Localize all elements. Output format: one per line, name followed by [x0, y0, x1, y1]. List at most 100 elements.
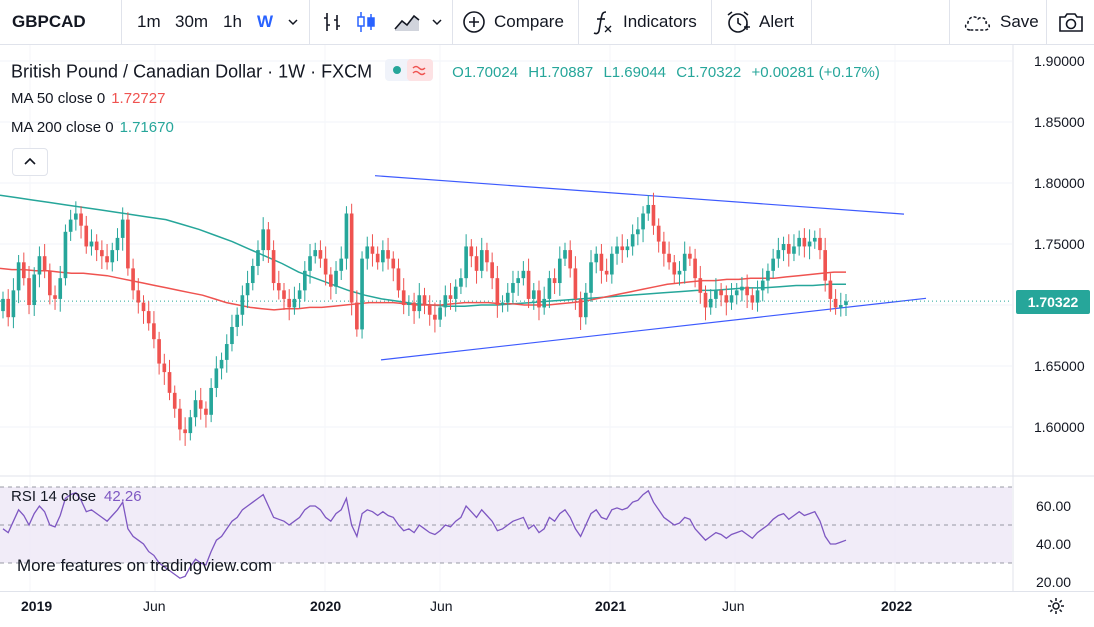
candle-body [1, 298, 5, 312]
settings-gear-icon[interactable] [1046, 596, 1066, 621]
candle-body [37, 256, 42, 275]
candles-chart-type-icon[interactable] [355, 0, 377, 44]
bar-chart-type-icon[interactable] [322, 0, 344, 44]
area-chart-type-icon[interactable] [393, 0, 421, 44]
interval-1m-button[interactable]: 1m [137, 12, 161, 31]
rsi-value: 42.26 [104, 488, 142, 505]
save-button[interactable]: Save [962, 0, 1039, 44]
alert-label: Alert [759, 12, 794, 31]
candle-body [355, 302, 359, 330]
candle-body [464, 246, 468, 279]
candle-body [261, 229, 266, 251]
tradingview-watermark[interactable]: More features on tradingview.com [17, 556, 273, 575]
candle-body [287, 298, 292, 308]
candle-body [511, 283, 515, 293]
alert-button[interactable]: Alert [725, 0, 794, 44]
symbol-title[interactable]: British Pound / Canadian Dollar · 1W · F… [11, 61, 373, 82]
candle-body [131, 268, 135, 291]
save-label: Save [1000, 12, 1039, 31]
candle-body [141, 302, 146, 312]
candle-body [292, 298, 297, 308]
candle-body [807, 241, 812, 247]
candle-body [318, 250, 323, 259]
candle-body [412, 302, 416, 312]
candle-body [16, 262, 21, 291]
candle-body [740, 286, 744, 291]
price-chart[interactable]: 1.900001.850001.800001.750001.700001.650… [0, 45, 1094, 591]
time-axis[interactable]: 2019 Jun 2020 Jun 2021 Jun 2022 [0, 591, 1094, 627]
candle-body [474, 256, 479, 271]
candle-body [360, 258, 364, 330]
ma50-label: MA 50 close 0 [11, 90, 106, 107]
candle-body [94, 241, 99, 251]
candle-body [422, 295, 427, 305]
symbol-search-button[interactable]: GBPCAD [12, 12, 86, 31]
toolbar-divider [711, 0, 712, 44]
symbol-legend: British Pound / Canadian Dollar · 1W · F… [11, 59, 880, 86]
candle-body [453, 286, 458, 299]
candle-body [308, 256, 312, 271]
time-label: 2021 [595, 598, 627, 614]
chevron-down-icon[interactable] [286, 0, 300, 44]
high-value: H1.70887 [528, 64, 594, 82]
price-axis[interactable]: 1.900001.850001.800001.750001.700001.650… [1012, 45, 1085, 591]
candle-body [329, 274, 333, 287]
candle-body [115, 237, 120, 251]
chevron-down-icon[interactable] [430, 0, 444, 44]
time-label: 2020 [310, 598, 342, 614]
interval-1h-button[interactable]: 1h [223, 12, 242, 31]
price-tick-label: 1.85000 [1034, 114, 1085, 130]
candle-body [833, 298, 838, 308]
ma50-legend[interactable]: MA 50 close 0 1.72727 [11, 90, 165, 107]
candle-body [53, 295, 57, 299]
candle-body [271, 250, 276, 284]
candle-body [719, 290, 723, 296]
candle-body [792, 246, 796, 254]
interval-w-button[interactable]: W [257, 12, 274, 31]
top-toolbar: GBPCAD 1m 30m 1h W Compare Indicators Al… [0, 0, 1094, 45]
snapshot-button[interactable] [1058, 0, 1084, 44]
candle-body [120, 219, 125, 238]
price-tick-label: 1.60000 [1034, 419, 1085, 435]
candle-body [724, 295, 729, 303]
rsi-label: RSI 14 close [11, 488, 97, 505]
price-tick-label: 1.80000 [1034, 175, 1085, 191]
candle-body [677, 270, 682, 275]
candle-body [443, 295, 448, 308]
candle-body [407, 302, 411, 305]
ma200-legend[interactable]: MA 200 close 0 1.71670 [11, 119, 174, 136]
candle-body [573, 268, 578, 299]
candle-body [349, 213, 354, 303]
interval-30m-button[interactable]: 30m [175, 12, 209, 31]
last-price-label: 1.70322 [1016, 290, 1090, 314]
compare-button[interactable]: Compare [462, 0, 564, 44]
ohlc-values: O1.70024 H1.70887 L1.69044 C1.70322 +0.0… [452, 64, 880, 81]
rsi-legend[interactable]: RSI 14 close 42.26 [11, 488, 142, 505]
candle-body [750, 295, 755, 303]
toolbar-divider [452, 0, 453, 44]
indicators-button[interactable]: Indicators [592, 0, 697, 44]
candle-body [745, 286, 749, 296]
candle-body [198, 400, 203, 409]
ma50-value: 1.72727 [111, 90, 166, 107]
candle-body [698, 278, 703, 293]
candle-body [427, 305, 432, 315]
candle-body [157, 339, 161, 364]
candle-body [245, 283, 250, 296]
rsi-pane [0, 486, 1012, 579]
candle-body [204, 408, 208, 415]
candle-body [214, 368, 219, 388]
candle-body [48, 270, 52, 296]
candle-body [162, 363, 167, 373]
candle-body [386, 250, 390, 259]
candle-body [21, 262, 26, 279]
lower-trendline [380, 297, 927, 361]
candle-body [568, 250, 573, 269]
candle-body [178, 408, 182, 430]
candle-body [110, 250, 115, 263]
candle-body [823, 250, 828, 281]
collapse-legend-button[interactable] [12, 148, 48, 176]
candle-body [682, 253, 687, 271]
candle-body [771, 258, 775, 271]
rsi-tick-label: 20.00 [1036, 574, 1071, 590]
